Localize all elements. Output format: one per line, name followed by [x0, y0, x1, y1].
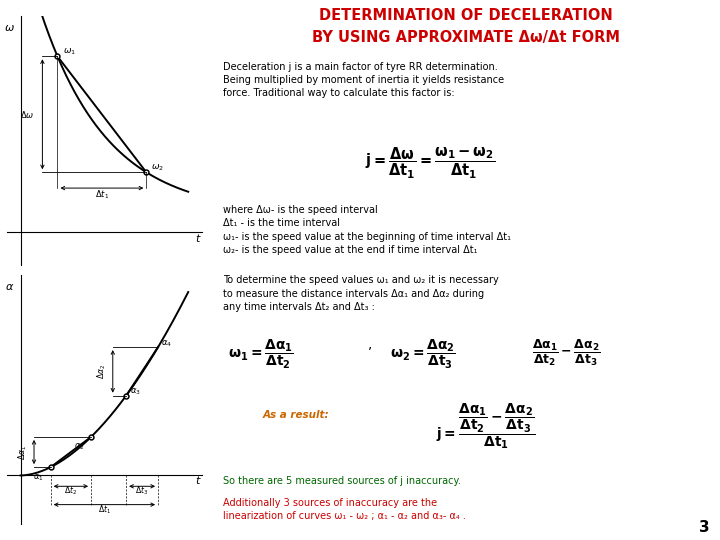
Text: To determine the speed values ω₁ and ω₂ it is necessary
to measure the distance : To determine the speed values ω₁ and ω₂ …: [222, 275, 498, 312]
Text: Deceleration j is a main factor of tyre RR determination.
Being multiplied by mo: Deceleration j is a main factor of tyre …: [222, 62, 504, 98]
Text: $\mathbf{j = \dfrac{\dfrac{\Delta\alpha_1}{\Delta t_2} - \dfrac{\Delta\alpha_2}{: $\mathbf{j = \dfrac{\dfrac{\Delta\alpha_…: [436, 401, 536, 450]
Text: $t$: $t$: [195, 475, 202, 487]
Text: $\mathbf{\omega_2 = \dfrac{\Delta\alpha_2}{\Delta t_3}}$: $\mathbf{\omega_2 = \dfrac{\Delta\alpha_…: [390, 338, 456, 370]
Text: $\alpha_2$: $\alpha_2$: [73, 441, 84, 451]
Text: $\alpha$: $\alpha$: [5, 282, 14, 292]
Text: Additionally 3 sources of inaccuracy are the
linearization of curves ω₁ - ω₂ ; α: Additionally 3 sources of inaccuracy are…: [222, 498, 465, 521]
Text: $\alpha_4$: $\alpha_4$: [161, 339, 172, 349]
Text: $t$: $t$: [195, 232, 202, 244]
Text: $\Delta\alpha_2$: $\Delta\alpha_2$: [95, 364, 108, 379]
Text: $\alpha_1$: $\alpha_1$: [33, 472, 44, 483]
Text: 3: 3: [699, 519, 710, 535]
Text: $\omega$: $\omega$: [4, 23, 15, 33]
Text: $\Delta t_1$: $\Delta t_1$: [95, 188, 109, 201]
Text: DETERMINATION OF DECELERATION: DETERMINATION OF DECELERATION: [320, 8, 613, 23]
Text: $\Delta\omega$: $\Delta\omega$: [19, 109, 34, 120]
Text: $\omega_1$: $\omega_1$: [63, 46, 76, 57]
Text: $\Delta t_1$: $\Delta t_1$: [98, 503, 111, 516]
Text: $\omega_2$: $\omega_2$: [151, 163, 164, 173]
Text: As a result:: As a result:: [264, 410, 330, 421]
Text: $\Delta t_3$: $\Delta t_3$: [135, 485, 149, 497]
Text: $\alpha_3$: $\alpha_3$: [130, 387, 140, 397]
Text: BY USING APPROXIMATE Δω/Δt FORM: BY USING APPROXIMATE Δω/Δt FORM: [312, 30, 620, 45]
Text: $\mathbf{\omega_1 = \dfrac{\Delta\alpha_1}{\Delta t_2}}$: $\mathbf{\omega_1 = \dfrac{\Delta\alpha_…: [228, 338, 294, 370]
Text: $\mathbf{\dfrac{\Delta\alpha_1}{\Delta t_2} - \dfrac{\Delta\alpha_2}{\Delta t_3}: $\mathbf{\dfrac{\Delta\alpha_1}{\Delta t…: [532, 338, 600, 368]
Text: $,$: $,$: [367, 338, 372, 352]
Text: where Δω- is the speed interval
Δt₁ - is the time interval
ω₁- is the speed valu: where Δω- is the speed interval Δt₁ - is…: [222, 205, 510, 255]
Text: $\mathbf{j = \dfrac{\Delta\omega}{\Delta t_1} = \dfrac{\omega_1 - \omega_2}{\Del: $\mathbf{j = \dfrac{\Delta\omega}{\Delta…: [364, 146, 495, 181]
Text: $\Delta t_2$: $\Delta t_2$: [64, 485, 78, 497]
Text: So there are 5 measured sources of j inaccuracy.: So there are 5 measured sources of j ina…: [222, 476, 460, 487]
Text: $\Delta\alpha_1$: $\Delta\alpha_1$: [17, 444, 29, 460]
